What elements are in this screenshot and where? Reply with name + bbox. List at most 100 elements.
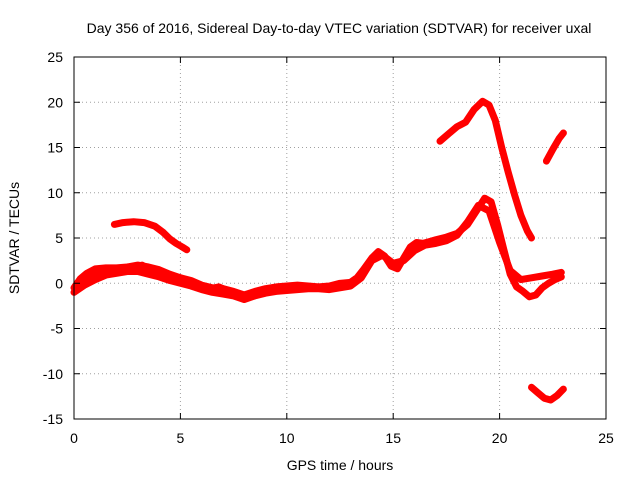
data-point	[443, 238, 449, 244]
data-point	[471, 106, 477, 113]
data-point	[518, 277, 524, 283]
data-point	[518, 212, 524, 218]
data-point	[486, 208, 492, 214]
data-point	[294, 287, 300, 293]
x-tick-label: 15	[385, 430, 401, 446]
data-point	[433, 240, 439, 246]
data-point	[492, 117, 498, 123]
series-arc-high-2	[436, 97, 535, 242]
x-axis-label: GPS time / hours	[287, 457, 394, 473]
series-arc-right	[542, 129, 567, 165]
data-point	[177, 275, 183, 281]
data-point	[145, 266, 152, 272]
data-point	[358, 275, 364, 281]
x-tick-label: 5	[177, 430, 185, 446]
series-track-c	[74, 261, 231, 294]
data-point	[124, 265, 130, 271]
data-point	[103, 268, 109, 275]
data-point	[514, 284, 520, 290]
data-point	[401, 258, 407, 264]
data-point	[390, 260, 396, 266]
tick-layer: 0 5 10 15 20 25 -15 -10 -5 0 5 10 15 20 25	[43, 49, 614, 446]
data-point	[488, 199, 494, 205]
data-point	[505, 169, 511, 175]
y-tick-label: 10	[47, 185, 63, 201]
data-point	[231, 293, 237, 299]
data-point	[152, 272, 158, 278]
data-point	[316, 286, 322, 292]
data-point	[486, 102, 492, 108]
series-line-arc-high-1	[110, 218, 191, 254]
data-point	[152, 223, 158, 229]
x-tick-label: 20	[492, 430, 508, 446]
series-layer	[70, 97, 567, 404]
data-point	[190, 279, 196, 285]
data-point	[497, 239, 503, 246]
data-point	[475, 202, 481, 208]
data-point	[550, 271, 556, 277]
data-point	[454, 124, 460, 130]
data-point	[394, 266, 401, 272]
data-point	[348, 283, 354, 289]
y-tick-label: 20	[47, 94, 63, 110]
data-point	[548, 397, 554, 403]
data-point	[326, 287, 332, 293]
data-point	[445, 131, 452, 137]
x-tick-label: 0	[70, 430, 78, 446]
data-point	[414, 239, 420, 246]
data-point	[533, 292, 539, 298]
data-point	[84, 270, 90, 276]
y-tick-label: 15	[47, 140, 63, 156]
data-point	[411, 248, 418, 254]
data-point	[252, 293, 258, 299]
data-point	[131, 219, 137, 225]
data-point	[173, 240, 179, 246]
data-point	[273, 288, 279, 294]
data-point	[120, 220, 126, 226]
data-point	[407, 244, 413, 250]
series-arc-high-1	[110, 218, 191, 254]
y-tick-label: 25	[47, 49, 63, 65]
data-point	[465, 219, 471, 225]
data-point	[552, 277, 558, 283]
data-point	[167, 236, 173, 242]
y-axis-label: SDTVAR / TECUs	[6, 182, 22, 294]
data-point	[92, 266, 98, 272]
data-point	[463, 119, 469, 125]
y-tick-label: -5	[51, 321, 64, 337]
data-point	[92, 272, 98, 278]
data-point	[560, 130, 567, 136]
chart-title: Day 356 of 2016, Sidereal Day-to-day VTE…	[87, 20, 592, 36]
data-point	[169, 277, 175, 283]
data-point	[305, 286, 311, 292]
data-point	[560, 386, 567, 392]
data-point	[369, 258, 375, 264]
data-point	[454, 232, 460, 238]
data-point	[556, 135, 562, 141]
data-point	[482, 195, 488, 201]
x-tick-label: 25	[598, 430, 614, 446]
x-tick-label: 10	[279, 430, 295, 446]
data-point	[539, 273, 545, 279]
data-point	[184, 278, 190, 284]
data-point	[199, 283, 205, 289]
data-point	[160, 230, 166, 236]
data-point	[111, 221, 117, 227]
data-point	[224, 287, 230, 294]
data-point	[184, 247, 190, 253]
data-point	[524, 228, 530, 234]
data-point	[558, 269, 564, 275]
data-point	[526, 294, 533, 300]
data-point	[141, 220, 147, 226]
data-point	[135, 263, 141, 269]
data-point	[207, 286, 213, 292]
data-point	[528, 275, 535, 281]
data-point	[135, 268, 141, 275]
data-point	[554, 392, 560, 399]
data-point	[541, 395, 547, 401]
y-tick-label: 5	[55, 230, 63, 246]
y-tick-label: 0	[55, 275, 63, 291]
data-point	[543, 158, 550, 164]
